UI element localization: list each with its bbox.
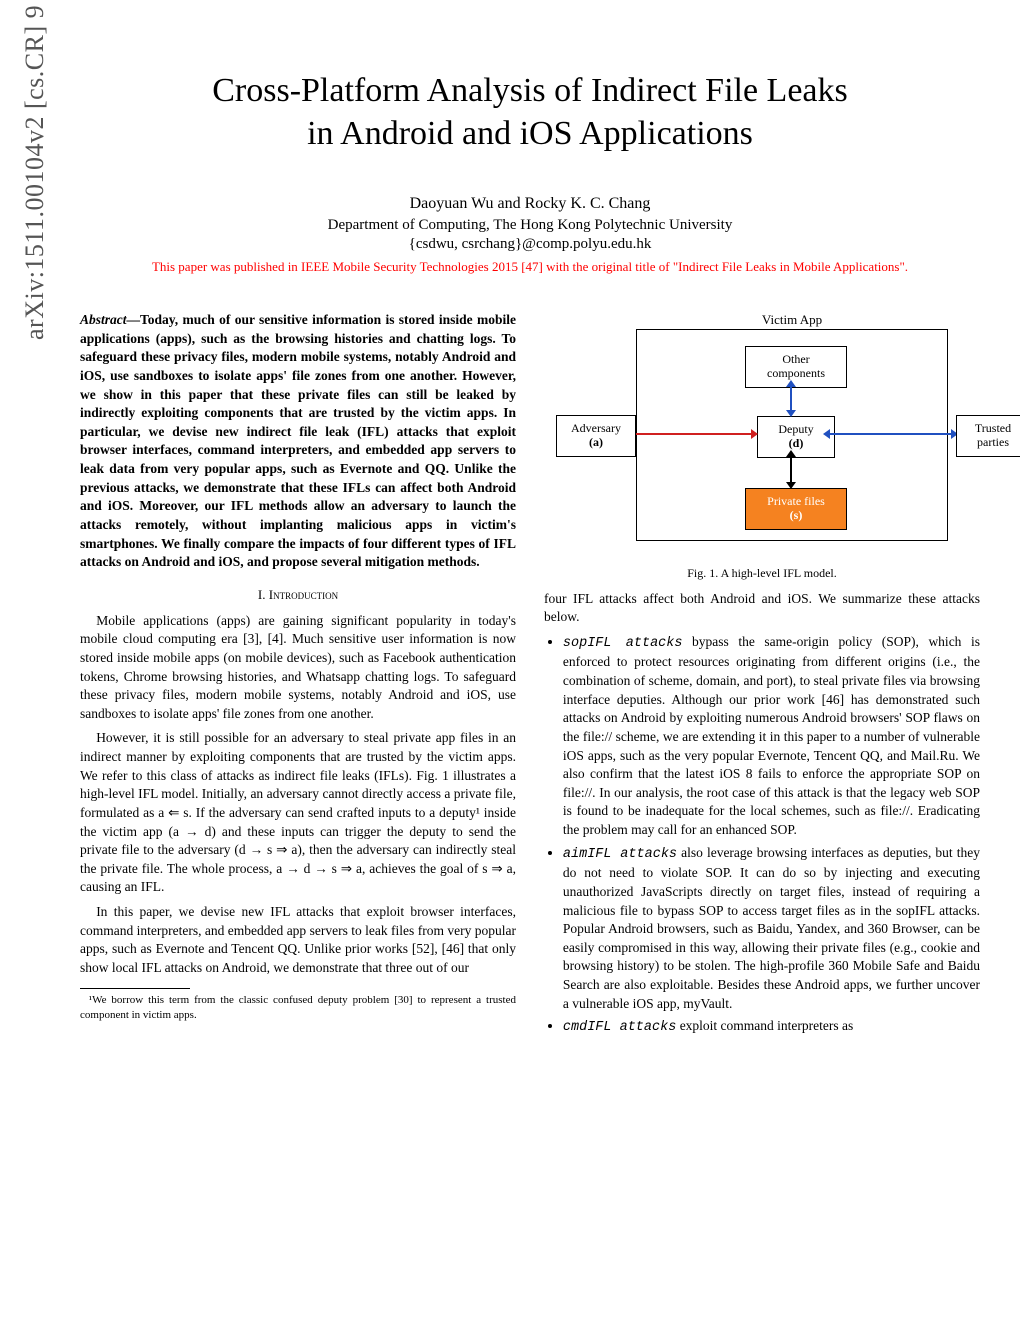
cmdifl-text: exploit command interpreters as	[676, 1018, 853, 1033]
section-name: Introduction	[269, 587, 338, 602]
title-line-2: in Android and iOS Applications	[307, 115, 753, 152]
aimifl-name: aimIFL attacks	[563, 847, 677, 862]
trusted-parties-box: Trusted parties	[956, 415, 1020, 457]
page-content: Cross-Platform Analysis of Indirect File…	[80, 0, 980, 1042]
cmdifl-name: cmdIFL attacks	[563, 1020, 676, 1035]
figure-1-caption: Fig. 1. A high-level IFL model.	[687, 565, 837, 582]
section-number: I.	[258, 587, 266, 602]
sopifl-name: sopIFL attacks	[563, 636, 683, 651]
abstract-text: —Today, much of our sensitive informatio…	[80, 312, 516, 569]
aimifl-text: also leverage browsing interfaces as dep…	[563, 845, 980, 1011]
private-files-box: Private files (s)	[745, 488, 847, 530]
aimifl-bullet: aimIFL attacks also leverage browsing in…	[563, 844, 980, 1014]
left-column: Abstract—Today, much of our sensitive in…	[80, 311, 516, 1042]
authors: Daoyuan Wu and Rocky K. C. Chang	[80, 195, 980, 213]
paper-title: Cross-Platform Analysis of Indirect File…	[80, 70, 980, 155]
footnote-rule	[80, 988, 190, 989]
attack-list: sopIFL attacks bypass the same-origin po…	[544, 633, 980, 1038]
cmdifl-bullet: cmdIFL attacks exploit command interpret…	[563, 1017, 980, 1038]
ifl-diagram: Other components Deputy (d) Private file…	[636, 329, 948, 541]
department: Department of Computing, The Hong Kong P…	[80, 217, 980, 234]
abstract-heading: Abstract	[80, 312, 127, 327]
right-intro-line: four IFL attacks affect both Android and…	[544, 590, 980, 627]
other-components-box: Other components	[745, 346, 847, 388]
intro-para-1: Mobile applications (apps) are gaining s…	[80, 612, 516, 724]
title-line-1: Cross-Platform Analysis of Indirect File…	[212, 72, 848, 109]
abstract: Abstract—Today, much of our sensitive in…	[80, 311, 516, 572]
two-column-body: Abstract—Today, much of our sensitive in…	[80, 311, 980, 1042]
figure-1: Victim App Other components Deputy (d) P…	[544, 311, 980, 582]
right-column: Victim App Other components Deputy (d) P…	[544, 311, 980, 1042]
intro-para-3: In this paper, we devise new IFL attacks…	[80, 903, 516, 978]
publication-note: This paper was published in IEEE Mobile …	[80, 259, 980, 275]
victim-app-label: Victim App	[636, 311, 948, 329]
footnote-1: ¹We borrow this term from the classic co…	[80, 993, 516, 1023]
sopifl-text: bypass the same-origin policy (SOP), whi…	[563, 634, 980, 837]
intro-para-2: However, it is still possible for an adv…	[80, 729, 516, 897]
email: {csdwu, csrchang}@comp.polyu.edu.hk	[80, 236, 980, 253]
arxiv-identifier: arXiv:1511.00104v2 [cs.CR] 9 Feb 2017	[20, 0, 50, 340]
adversary-box: Adversary (a)	[556, 415, 636, 457]
section-1-heading: I. Introduction	[80, 586, 516, 604]
sopifl-bullet: sopIFL attacks bypass the same-origin po…	[563, 633, 980, 840]
